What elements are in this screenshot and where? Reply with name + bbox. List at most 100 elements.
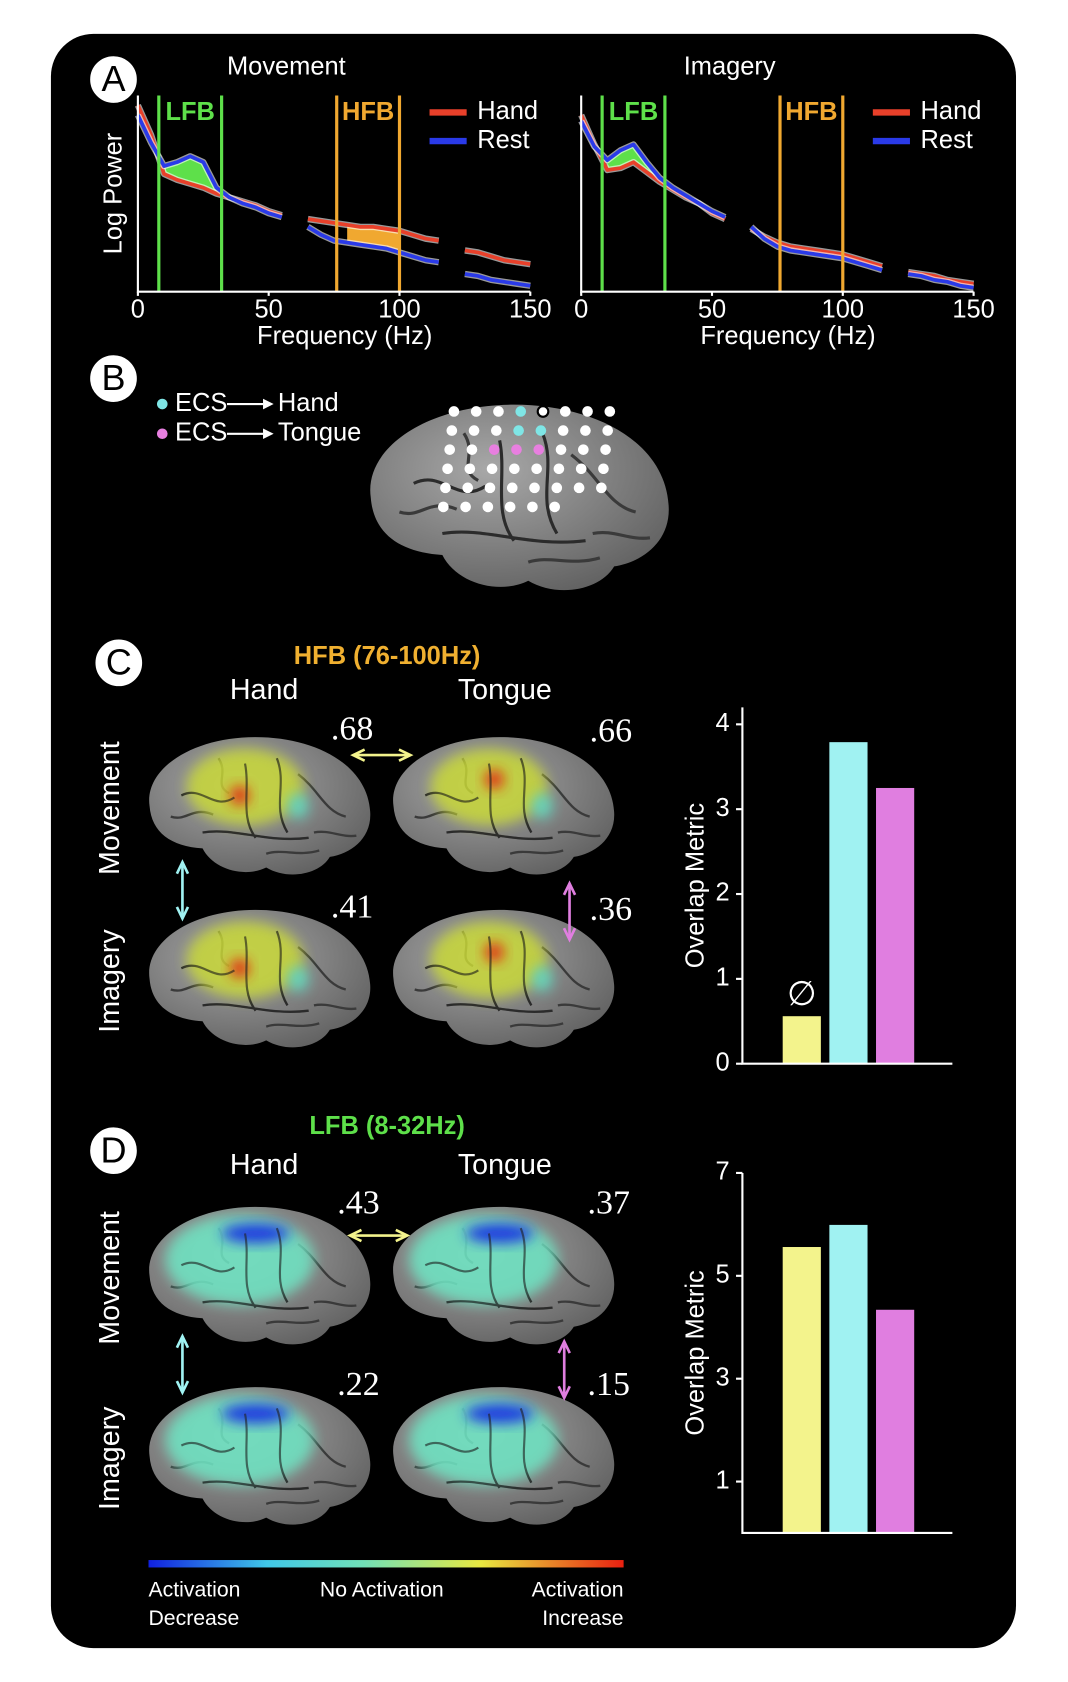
electrode <box>468 425 480 436</box>
electrode <box>509 463 520 475</box>
comparison-arrowhead <box>175 906 190 922</box>
row-label: Imagery <box>94 1406 126 1510</box>
band-label: LFB <box>165 98 214 126</box>
electrode <box>535 425 547 436</box>
bar <box>829 1224 868 1533</box>
activation <box>186 921 309 998</box>
electrode <box>559 406 571 417</box>
band-label: LFB <box>609 98 658 126</box>
series-line <box>579 120 974 290</box>
electrode <box>486 463 498 475</box>
row-label: Imagery <box>94 929 126 1033</box>
comparison-arrowhead <box>557 1385 571 1401</box>
x-axis-label: Frequency (Hz) <box>700 322 875 350</box>
comparison-arrowhead <box>175 1333 190 1349</box>
comparison-arrowhead <box>398 748 414 762</box>
legend-arrowhead <box>263 428 274 440</box>
y-tick-label: 4 <box>716 709 730 737</box>
colorbar-label: No Activation <box>320 1578 444 1601</box>
brain <box>149 909 371 1048</box>
gyri <box>180 1227 309 1310</box>
legend-label: Rest <box>921 126 973 154</box>
bar <box>876 1309 915 1533</box>
brain <box>393 1206 615 1345</box>
activation-peak <box>221 1404 290 1424</box>
bar <box>782 1016 821 1064</box>
comparison-arrowhead <box>395 1228 411 1243</box>
activation-peak <box>484 942 504 962</box>
column-label: Tongue <box>458 674 552 706</box>
comparison-arrowhead <box>557 1338 571 1354</box>
y-axis-label: Log Power <box>99 132 127 254</box>
brain <box>149 1387 371 1525</box>
activation-blob <box>186 921 304 998</box>
correlation: .41 <box>331 889 373 926</box>
legend-source: ECS <box>175 389 227 417</box>
activation <box>165 1215 314 1305</box>
activation-blob <box>531 793 553 819</box>
legend-label: Hand <box>921 97 982 125</box>
panel-letter-circle <box>88 353 139 405</box>
legend-target: Tongue <box>278 418 361 446</box>
gyri <box>180 930 309 1013</box>
activation <box>165 1395 314 1485</box>
electrode <box>488 444 500 455</box>
band-title: LFB (8-32Hz) <box>309 1112 464 1140</box>
electrode <box>596 482 607 494</box>
band-label: HFB <box>342 98 394 126</box>
electrode <box>578 444 589 455</box>
electrode <box>511 444 522 455</box>
correlation: .68 <box>331 711 373 748</box>
activation-peak <box>221 1223 290 1243</box>
electrode <box>513 425 524 436</box>
row-label: Movement <box>94 741 126 875</box>
legend-arrowhead <box>263 398 274 410</box>
colorbar <box>148 1560 624 1568</box>
correlation: .36 <box>590 891 632 928</box>
electrode <box>602 425 614 436</box>
bar <box>829 742 868 1064</box>
x-axis-label: Frequency (Hz) <box>257 322 432 350</box>
electrode <box>440 482 451 494</box>
colorbar-label: Decrease <box>148 1607 239 1630</box>
comparison-arrowhead <box>562 927 577 943</box>
panel-letter-circle <box>88 1125 139 1177</box>
electrode <box>448 406 460 417</box>
x-tick-label: 150 <box>509 295 551 323</box>
electrode <box>515 406 527 417</box>
activation-peak <box>465 1404 534 1424</box>
comparison-arrowhead <box>175 1380 190 1396</box>
chart-title: Movement <box>227 53 346 81</box>
electrode <box>553 463 565 475</box>
electrode <box>575 463 587 475</box>
comparison-arrowhead <box>562 880 577 896</box>
comparison-arrowhead <box>346 1228 363 1243</box>
y-tick-label: 5 <box>716 1261 730 1289</box>
x-tick-label: 50 <box>698 295 726 323</box>
x-tick-label: 0 <box>574 295 588 323</box>
x-tick-label: 50 <box>255 295 283 323</box>
electrode <box>466 444 478 455</box>
electrode <box>462 482 474 494</box>
activation-peak <box>230 958 250 978</box>
activation-blob <box>531 966 553 992</box>
electrode <box>529 482 540 494</box>
correlation: .15 <box>588 1366 630 1403</box>
activation-peak <box>230 785 250 805</box>
electrode <box>527 501 538 513</box>
electrode <box>444 444 455 455</box>
activation-peak <box>484 769 504 790</box>
electrode <box>442 463 453 475</box>
legend-label: Hand <box>477 97 538 125</box>
panel-letter: A <box>101 58 125 99</box>
panel-letter-circle <box>93 637 145 689</box>
electrode <box>555 444 567 455</box>
x-tick-label: 0 <box>131 295 145 323</box>
band-label: HFB <box>785 98 837 126</box>
panel-letter: C <box>106 641 132 682</box>
comparison-arrowhead <box>175 859 190 875</box>
legend-target: Hand <box>278 389 339 417</box>
legend-source: ECS <box>175 418 227 446</box>
electrode <box>491 425 502 436</box>
